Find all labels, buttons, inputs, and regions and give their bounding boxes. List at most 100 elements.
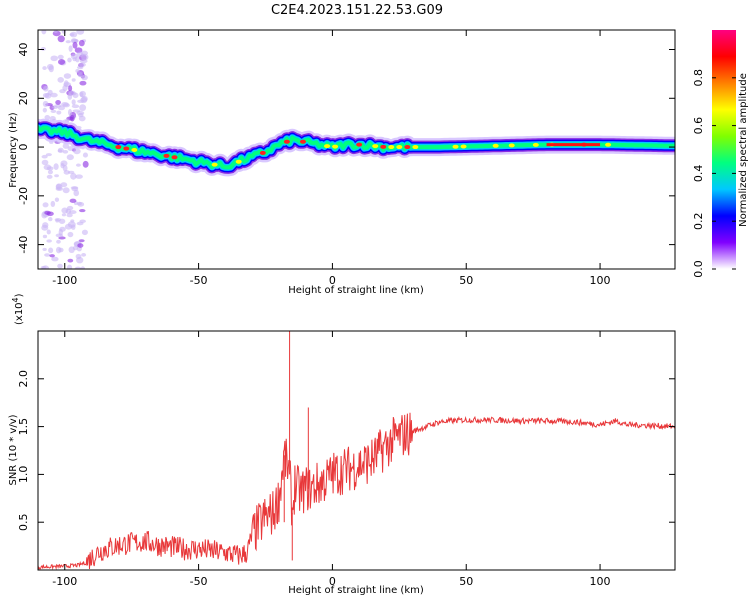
spectrogram-speckle <box>42 100 49 108</box>
colorbar-tick-label: 0.4 <box>692 165 705 183</box>
spectrogram-speckle <box>81 253 87 257</box>
spectrogram-speckle <box>70 53 78 60</box>
spectrogram-speckle <box>80 50 88 56</box>
spectrogram-speckle <box>49 116 56 121</box>
spectrogram-hotspot <box>460 144 467 149</box>
spectrogram-speckle <box>80 96 88 104</box>
spectrogram-hotspot <box>372 144 379 149</box>
spectrogram-speckle <box>60 182 68 188</box>
spectrogram-hotspot <box>332 144 339 149</box>
spectrogram-speckle <box>64 223 73 230</box>
spectrogram-speckle <box>54 218 62 222</box>
spectrogram-speckle <box>50 109 57 114</box>
figure-title: C2E4.2023.151.22.53.G09 <box>271 3 443 18</box>
spectrogram-speckle <box>67 146 74 151</box>
spectrogram-speckle <box>42 222 49 228</box>
colorbar-ticks: 0.0 0.2 0.4 0.6 0.8 <box>692 69 736 278</box>
spectrogram-speckle <box>55 233 64 238</box>
snr-x-tick-label: -100 <box>52 575 77 588</box>
snr-x-tick-label: -50 <box>190 575 208 588</box>
colorbar-tick-label: 0.6 <box>692 117 705 135</box>
spectrogram-speckle <box>41 30 47 35</box>
spectrogram-speckle <box>62 143 70 149</box>
spectrogram-speckle <box>70 219 75 223</box>
snr-panel: -100 -50 0 50 100 0.5 1.0 1.5 2.0 Height of str… <box>8 293 676 596</box>
spectrogram-panel: -100 -50 0 50 100 -40 -20 0 20 40 Height of stra… <box>8 29 676 296</box>
snr-y-multiplier-base: (x10 <box>14 302 25 325</box>
snr-x-axis: -100 -50 0 50 100 <box>52 331 611 588</box>
spectrogram-speckle <box>70 186 79 190</box>
snr-x-axis-label: Height of straight line (km) <box>288 585 424 596</box>
spectrogram-speckle <box>80 266 86 269</box>
spectrogram-speckle <box>75 163 81 167</box>
spectrogram-speckle <box>74 47 83 54</box>
spectrogram-y-axis-label: Frequency (Hz) <box>8 112 19 188</box>
spectrogram-hotspot <box>396 145 403 150</box>
snr-y-tick-label: 0.5 <box>17 513 30 531</box>
spectrogram-speckle <box>54 197 60 202</box>
spectrogram-speckle <box>46 239 52 243</box>
spectrogram-hotspot <box>412 145 419 150</box>
spectrogram-y-tick-label: -20 <box>17 187 30 205</box>
spectrogram-speckle <box>67 57 72 63</box>
spectrogram-speckle <box>44 253 51 257</box>
spectrogram-speckle <box>72 92 79 99</box>
spectrogram-speckle <box>67 258 74 263</box>
spectrogram-speckle <box>67 108 73 116</box>
spectrogram-speckle <box>43 85 49 92</box>
spectrogram-speckle <box>67 231 74 238</box>
spectrogram-speckle <box>69 198 77 203</box>
spectrogram-speckle <box>53 163 59 170</box>
spectrogram-hotspot <box>380 144 387 149</box>
spectrogram-speckle <box>44 115 51 120</box>
spectrogram-speckle <box>48 65 54 73</box>
spectrogram-speckle <box>56 183 61 190</box>
spectrogram-speckle <box>79 209 86 213</box>
spectrogram-speckle <box>63 170 70 175</box>
spectrogram-speckle <box>76 221 84 226</box>
spectrogram-speckle <box>60 160 68 167</box>
spectrogram-speckle <box>66 213 73 218</box>
spectrogram-speckle <box>73 189 80 197</box>
spectrogram-hotspot <box>324 144 331 149</box>
spectrogram-hotspot <box>356 142 363 147</box>
svg-text:(x104): (x104) <box>11 293 25 325</box>
spectrogram-speckle <box>48 216 53 222</box>
snr-y-axis: 0.5 1.0 1.5 2.0 <box>17 370 675 531</box>
spectrogram-hotspot <box>131 147 138 152</box>
spectrogram-x-axis-label: Height of straight line (km) <box>288 285 424 296</box>
spectrogram-speckle <box>57 35 65 43</box>
spectrogram-y-tick-label: 0 <box>17 144 30 151</box>
snr-y-axis-label: SNR (10 * v/v) <box>8 414 19 485</box>
spectrogram-x-tick-label: 0 <box>329 274 336 287</box>
spectrogram-speckle <box>81 74 88 81</box>
spectrogram-speckle <box>58 247 64 253</box>
colorbar-label: Normalized spectral amplitude <box>738 73 749 227</box>
spectrogram-y-tick-label: -40 <box>17 236 30 254</box>
spectrogram-hotspot <box>404 145 411 150</box>
snr-x-tick-label: 100 <box>590 575 611 588</box>
spectrogram-x-tick-label: 100 <box>590 274 611 287</box>
spectrogram-speckle <box>42 66 47 71</box>
spectrogram-speckle <box>40 47 46 51</box>
spectrogram-speckle <box>81 53 89 61</box>
spectrogram-speckle <box>75 68 80 73</box>
spectrogram-speckle <box>68 45 73 52</box>
snr-x-tick-label: 0 <box>329 575 336 588</box>
spectrogram-speckle <box>42 234 48 239</box>
spectrogram-speckle <box>78 239 85 243</box>
spectrogram-speckle <box>57 59 66 65</box>
spectrogram-speckle <box>52 105 59 109</box>
snr-y-multiplier-close: ) <box>14 293 25 297</box>
spectrogram-speckle <box>63 73 72 79</box>
snr-plot-area <box>38 331 675 570</box>
spectrogram-x-tick-label: -100 <box>52 274 77 287</box>
spectrogram-hotspot <box>163 153 170 158</box>
spectrogram-speckle <box>42 202 49 208</box>
spectrogram-speckle <box>77 243 84 248</box>
spectrogram-x-tick-label: 50 <box>459 274 473 287</box>
spectrogram-speckle <box>56 110 62 115</box>
spectrogram-speckle <box>47 169 54 175</box>
spectrogram-hotspot <box>235 159 242 164</box>
